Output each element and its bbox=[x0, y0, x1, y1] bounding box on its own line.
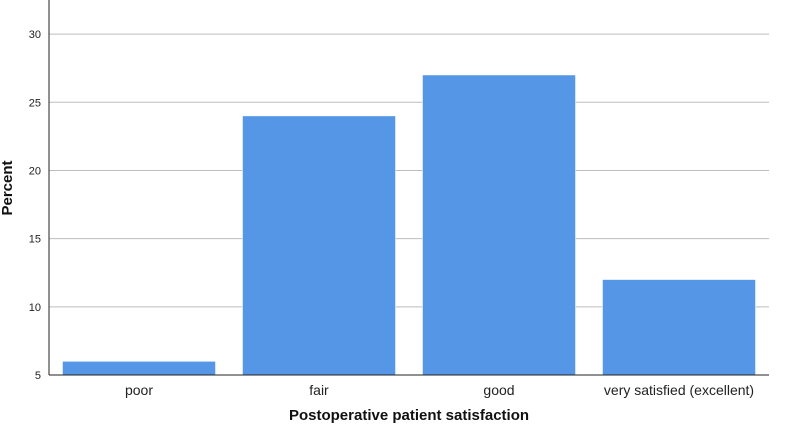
y-tick-label: 10 bbox=[29, 302, 41, 314]
y-tick-label: 25 bbox=[29, 97, 41, 109]
x-axis-title: Postoperative patient satisfaction bbox=[289, 407, 529, 424]
x-tick-label: poor bbox=[125, 382, 153, 398]
bar-poor bbox=[62, 361, 216, 376]
x-tick-label: good bbox=[483, 382, 514, 398]
y-tick-label: 5 bbox=[35, 370, 41, 382]
y-tick-label: 30 bbox=[29, 29, 41, 41]
bar-fair bbox=[242, 115, 396, 376]
gridlines bbox=[49, 33, 769, 308]
y-tick-label: 15 bbox=[29, 234, 41, 246]
bar-good bbox=[422, 74, 576, 376]
y-tick-label: 20 bbox=[29, 165, 41, 177]
bars bbox=[62, 74, 756, 376]
bar-very bbox=[602, 279, 756, 376]
y-tick-labels: 5 10 15 20 25 30 bbox=[29, 29, 41, 382]
x-tick-label: very satisfied (excellent) bbox=[604, 382, 754, 398]
x-category-labels: poor fair good very satisfied (excellent) bbox=[125, 382, 754, 398]
y-axis-title: Percent bbox=[0, 160, 16, 215]
x-tick-label: fair bbox=[309, 382, 329, 398]
